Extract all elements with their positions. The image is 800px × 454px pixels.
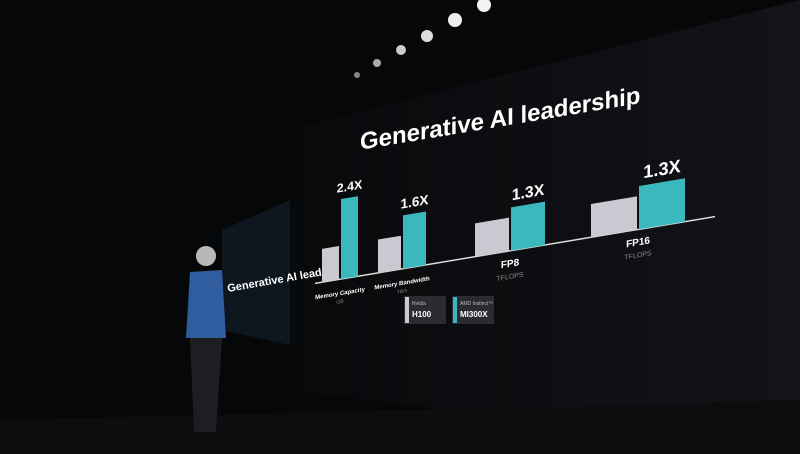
legend-label: H100 <box>412 310 432 319</box>
stage-lights <box>354 0 491 78</box>
legend-swatch <box>405 297 409 323</box>
bar <box>511 201 545 251</box>
value-label: 1.3X <box>512 182 545 204</box>
x-tick-label: FP8 <box>501 257 520 271</box>
unit-label: GB <box>336 299 344 306</box>
bar <box>322 246 339 283</box>
legend-label: MI300X <box>460 310 488 319</box>
legend: Nvidia H100 AMD Instinct™ MI300X <box>404 296 494 324</box>
value-label: 1.6X <box>401 192 430 212</box>
presenter <box>186 246 226 432</box>
unit-label: TFLOPS <box>496 272 523 284</box>
legend-brand: AMD Instinct™ <box>460 301 493 307</box>
stage-floor <box>0 400 800 454</box>
bar <box>341 196 358 280</box>
bar <box>403 211 426 269</box>
bar <box>475 217 509 257</box>
legend-box <box>404 296 446 324</box>
legend-swatch <box>453 297 457 323</box>
x-tick-label: FP16 <box>626 235 650 250</box>
bar <box>378 235 401 273</box>
bar <box>591 196 637 238</box>
value-label: 2.4X <box>337 177 363 195</box>
legend-box <box>452 296 494 324</box>
legend-brand: Nvidia <box>412 301 426 307</box>
side-screen <box>222 200 290 345</box>
unit-label: TB/s <box>397 288 408 296</box>
unit-label: TFLOPS <box>624 250 651 262</box>
bar <box>639 178 685 230</box>
